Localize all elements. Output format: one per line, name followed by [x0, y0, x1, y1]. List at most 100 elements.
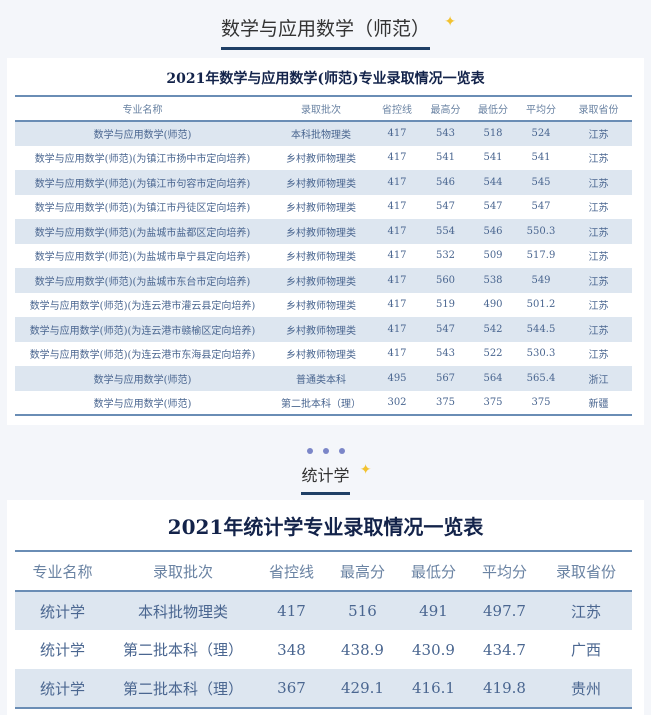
cell-province: 江苏	[588, 154, 609, 166]
cell-province: 江苏	[588, 301, 609, 313]
cell-highest-score: 543	[435, 348, 456, 360]
cell-admission-batch: 第二批本科（理）	[110, 669, 256, 708]
cell-major-name: 数学与应用数学(师范)	[93, 398, 192, 410]
section-title-text: 统计学	[301, 466, 350, 485]
cell-highest-score: 560	[422, 268, 469, 293]
cell-admission-batch: 第二批本科（理）	[281, 398, 361, 410]
cell-admission-batch: 乡村教师物理类	[286, 154, 356, 166]
cell-provincial-line: 367	[256, 669, 327, 708]
header-average-score: 平均分	[526, 105, 556, 116]
cell-highest-score: 554	[422, 219, 469, 244]
section-title-statistics: 统计学 ✦	[0, 462, 651, 495]
cell-provincial-line: 417	[372, 219, 422, 244]
header-admission-batch: 录取批次	[152, 562, 213, 581]
cell-highest-score: 519	[435, 299, 456, 311]
header-province: 录取省份	[578, 105, 619, 116]
table-row: 数学与应用数学(师范)(为镇江市丹徒区定向培养) 乡村教师物理类 417 547 547…	[15, 195, 632, 220]
cell-major-name: 数学与应用数学(师范)	[15, 121, 270, 146]
table-row: 数学与应用数学(师范) 第二批本科（理） 302 375 375 375 新疆	[15, 391, 632, 415]
table-row: 数学与应用数学(师范)(为连云港市东海县定向培养) 乡村教师物理类 417 543 52…	[15, 342, 632, 367]
cell-provincial-line: 302	[387, 396, 407, 408]
cell-province: 江苏	[565, 219, 632, 244]
cell-major-name: 数学与应用数学(师范)(为镇江市扬中市定向培养)	[34, 154, 251, 166]
cell-province: 新疆	[588, 398, 609, 410]
cell-province: 江苏	[588, 203, 609, 215]
cell-highest-score: 438.9	[341, 640, 384, 659]
cell-provincial-line: 417	[372, 268, 422, 293]
cell-average-score: 524	[517, 121, 565, 146]
cell-admission-batch: 乡村教师物理类	[286, 252, 356, 264]
cell-major-name: 数学与应用数学(师范)(为盐城市盐都区定向培养)	[15, 219, 270, 244]
cell-admission-batch: 乡村教师物理类	[270, 170, 372, 195]
cell-province: 江苏	[588, 350, 609, 362]
cell-lowest-score: 416.1	[398, 669, 469, 708]
cell-admission-batch: 第二批本科（理）	[122, 641, 243, 659]
cell-lowest-score: 547	[483, 201, 503, 213]
cell-average-score: 550.3	[517, 219, 565, 244]
cell-province: 贵州	[540, 669, 632, 708]
header-major-name: 专业名称	[32, 562, 93, 581]
cell-admission-batch: 乡村教师物理类	[286, 203, 356, 215]
cell-admission-batch: 乡村教师物理类	[270, 219, 372, 244]
table-row: 数学与应用数学(师范)(为盐城市阜宁县定向培养) 乡村教师物理类 417 532 509…	[15, 244, 632, 269]
cell-highest-score: 541	[435, 152, 456, 164]
header-lowest-score: 最低分	[478, 105, 508, 116]
cell-major-name: 数学与应用数学(师范)(为镇江市句容市定向培养)	[15, 170, 270, 195]
cell-admission-batch: 乡村教师物理类	[286, 301, 356, 313]
cell-lowest-score: 522	[483, 348, 503, 360]
cell-admission-batch: 乡村教师物理类	[270, 317, 372, 342]
cell-highest-score: 547	[435, 201, 456, 213]
cell-province: 浙江	[565, 366, 632, 391]
cell-highest-score: 375	[435, 396, 456, 408]
cell-average-score: 565.4	[517, 366, 565, 391]
three-dots-divider	[0, 439, 651, 458]
header-highest-score: 最高分	[430, 105, 461, 116]
admission-card-statistics: 2021年统计学专业录取情况一览表 专业名称 录取批次 省控线 最高分 最低分 平均分 录取…	[7, 500, 644, 715]
cell-provincial-line: 417	[387, 201, 407, 213]
cell-lowest-score: 509	[483, 250, 503, 262]
cell-major-name: 统计学	[15, 669, 110, 708]
table-row: 数学与应用数学(师范) 普通类本科 495 567 564 565.4 浙江	[15, 366, 632, 391]
admission-table-statistics: 专业名称 录取批次 省控线 最高分 最低分 平均分 录取省份 统计学 本科批物理类 417 516 4…	[15, 550, 632, 709]
table-row: 数学与应用数学(师范) 本科批物理类 417 543 518 524 江苏	[15, 121, 632, 146]
sparkle-star-icon: ✦	[359, 462, 372, 478]
cell-average-score: 434.7	[483, 640, 526, 659]
cell-province: 广西	[570, 641, 601, 659]
cell-admission-batch: 乡村教师物理类	[286, 350, 356, 362]
cell-lowest-score: 490	[483, 299, 503, 311]
cell-average-score: 517.9	[526, 250, 556, 262]
cell-highest-score: 532	[435, 250, 456, 262]
cell-highest-score: 546	[422, 170, 469, 195]
cell-lowest-score: 542	[469, 317, 517, 342]
header-highest-score: 最高分	[339, 562, 385, 581]
cell-provincial-line: 417	[372, 121, 422, 146]
cell-major-name: 数学与应用数学(师范)(为盐城市阜宁县定向培养)	[34, 252, 251, 264]
cell-admission-batch: 本科批物理类	[110, 591, 256, 630]
header-admission-batch: 录取批次	[301, 105, 341, 116]
admission-card-math: 2021年数学与应用数学(师范)专业录取情况一览表 专业名称 录取批次 省控线 最高分…	[7, 58, 644, 425]
table-title: 2021年数学与应用数学(师范)专业录取情况一览表	[166, 71, 485, 87]
cell-average-score: 419.8	[469, 669, 540, 708]
cell-highest-score: 567	[422, 366, 469, 391]
cell-province: 江苏	[565, 317, 632, 342]
header-major-name: 专业名称	[122, 105, 163, 116]
table-row: 数学与应用数学(师范)(为盐城市盐都区定向培养) 乡村教师物理类 417 554 546…	[15, 219, 632, 244]
cell-lowest-score: 541	[483, 152, 503, 164]
cell-lowest-score: 375	[483, 396, 503, 408]
cell-provincial-line: 417	[372, 170, 422, 195]
section-title-math: 数学与应用数学（师范） ✦	[0, 14, 651, 50]
cell-highest-score: 516	[327, 591, 398, 630]
cell-admission-batch: 普通类本科	[270, 366, 372, 391]
table-row: 数学与应用数学(师范)(为盐城市东台市定向培养) 乡村教师物理类 417 560 538…	[15, 268, 632, 293]
cell-major-name: 数学与应用数学(师范)(为盐城市东台市定向培养)	[15, 268, 270, 293]
header-provincial-line: 省控线	[382, 105, 412, 116]
cell-major-name: 统计学	[15, 591, 110, 630]
cell-major-name: 统计学	[39, 641, 85, 659]
admission-table-math: 专业名称 录取批次 省控线 最高分 最低分 平均分 录取省份数学与应用数学(师范) 本科批物理…	[15, 95, 632, 416]
cell-average-score: 501.2	[526, 299, 556, 311]
cell-average-score: 530.3	[526, 348, 556, 360]
sparkle-star-icon: ✦	[444, 14, 456, 30]
table-row: 数学与应用数学(师范)(为连云港市灌云县定向培养) 乡村教师物理类 417 519 49…	[15, 293, 632, 318]
table-row: 统计学 本科批物理类 417 516 491 497.7 江苏	[15, 591, 632, 630]
cell-lowest-score: 518	[469, 121, 517, 146]
